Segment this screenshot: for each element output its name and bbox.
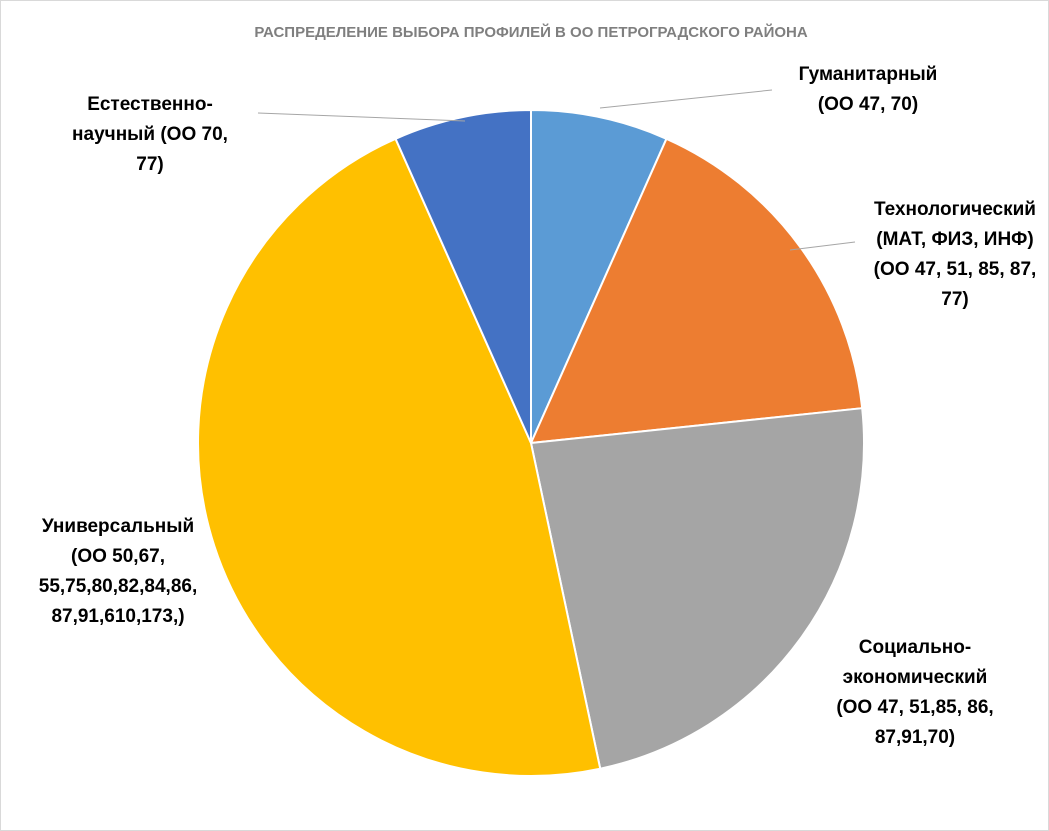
label-line: экономический bbox=[843, 667, 988, 688]
label-line: 77) bbox=[136, 154, 163, 175]
pie bbox=[197, 108, 865, 777]
data-label: Технологический (МАТ, ФИЗ, ИНФ) (ОО 47, 51… bbox=[874, 199, 1037, 310]
pie-slice bbox=[394, 108, 532, 444]
data-label: Естественно-научный (ОО 70, 77) bbox=[72, 94, 228, 175]
pie-slice bbox=[529, 137, 864, 445]
label-line: (ОО 47, 51,85, 86, bbox=[836, 697, 993, 718]
label-line: 77) bbox=[941, 289, 968, 310]
label-line: Социально- bbox=[859, 637, 971, 658]
leader-line bbox=[789, 241, 856, 251]
chart-title: РАСПРЕДЕЛЕНИЕ ВЫБОРА ПРОФИЛЕЙ В ОО ПЕТРО… bbox=[254, 23, 808, 41]
label-line: (ОО 47, 51, 85, 87, bbox=[874, 259, 1037, 280]
label-line: 87,91,610,173,) bbox=[51, 606, 184, 627]
leader-line bbox=[257, 112, 466, 122]
data-label: Универсальный (ОО 50,67, 55,75,80,82,84,86… bbox=[39, 516, 197, 627]
pie-slice bbox=[529, 407, 865, 770]
leader-line bbox=[599, 89, 773, 109]
label-line: Гуманитарный bbox=[799, 64, 938, 85]
label-line: Естественно- bbox=[87, 94, 213, 115]
label-line: Универсальный bbox=[42, 516, 194, 537]
data-label: Гуманитарный (ОО 47, 70) bbox=[799, 64, 938, 115]
pie-slice bbox=[197, 137, 602, 777]
label-line: 87,91,70) bbox=[875, 727, 955, 748]
label-line: (ОО 50,67, bbox=[71, 546, 165, 567]
label-line: Технологический bbox=[874, 199, 1036, 220]
label-line: (МАТ, ФИЗ, ИНФ) bbox=[876, 229, 1033, 250]
label-line: (ОО 47, 70) bbox=[818, 94, 918, 115]
pie-slice bbox=[530, 108, 668, 444]
label-line: научный (ОО 70, bbox=[72, 124, 228, 145]
data-label: Социально-экономический (ОО 47, 51,85, 86… bbox=[836, 637, 993, 748]
label-line: 55,75,80,82,84,86, bbox=[39, 576, 197, 597]
